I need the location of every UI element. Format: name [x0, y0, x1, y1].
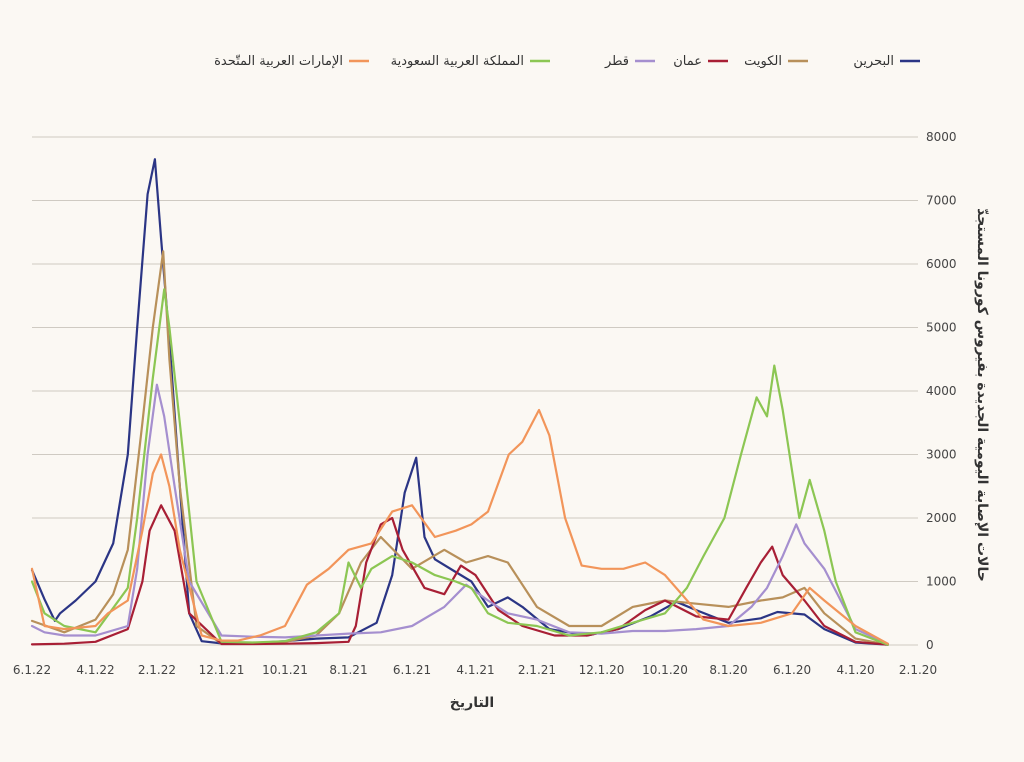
legend: البحرين الكويت عمان قطر المملكة العربية السع…	[214, 54, 920, 69]
y-tick-label: 7000	[926, 194, 957, 208]
legend-item: المملكة العربية السعودية	[391, 54, 550, 69]
legend-item: عمان	[673, 54, 728, 69]
x-tick-label: 2.1.21	[518, 663, 556, 677]
y-tick-label: 5000	[926, 321, 957, 335]
x-tick-label: 6.1.21	[393, 663, 431, 677]
series-line	[30, 158, 889, 646]
y-tick-label: 2000	[926, 511, 957, 525]
legend-item: قطر	[604, 54, 655, 69]
series-line	[30, 250, 889, 646]
y-tick-label: 3000	[926, 448, 957, 462]
series-line	[30, 383, 889, 645]
series-line	[30, 408, 889, 645]
legend-label: البحرين	[853, 54, 894, 69]
x-tick-label: 8.1.20	[709, 663, 747, 677]
series-line	[30, 504, 889, 646]
legend-item: الإمارات العربية المتّحدة	[214, 54, 369, 69]
x-axis-ticks: 2.1.20 4.1.20 6.1.20 8.1.20 10.1.20 12.1.20 2.…	[13, 663, 937, 677]
x-tick-label: 10.1.20	[642, 663, 688, 677]
legend-label: الإمارات العربية المتّحدة	[214, 54, 343, 69]
y-tick-label: 4000	[926, 384, 957, 398]
y-tick-label: 6000	[926, 257, 957, 271]
legend-label: عمان	[673, 54, 702, 69]
y-tick-label: 0	[926, 638, 934, 652]
x-tick-label: 4.1.20	[836, 663, 874, 677]
y-axis-title: حالات الإصابة اليومية الجديدة بفيروس كور…	[974, 208, 990, 582]
y-tick-label: 1000	[926, 575, 957, 589]
y-tick-label: 8000	[926, 130, 957, 144]
legend-label: الكويت	[744, 54, 782, 69]
y-axis-ticks: 0 1000 2000 3000 4000 5000 6000 7000 8000	[926, 130, 957, 652]
legend-label: قطر	[604, 54, 629, 69]
x-tick-label: 2.1.22	[138, 663, 176, 677]
x-tick-label: 4.1.22	[76, 663, 114, 677]
series-lines	[30, 158, 889, 646]
x-tick-label: 12.1.21	[199, 663, 245, 677]
legend-label: المملكة العربية السعودية	[391, 54, 524, 69]
x-axis-title: التاريخ	[450, 695, 494, 711]
series-line	[30, 288, 889, 646]
x-tick-label: 6.1.22	[13, 663, 51, 677]
gridlines	[32, 136, 918, 646]
x-tick-label: 4.1.21	[456, 663, 494, 677]
x-tick-label: 12.1.20	[579, 663, 625, 677]
x-tick-label: 6.1.20	[773, 663, 811, 677]
x-tick-label: 2.1.20	[899, 663, 937, 677]
legend-item: البحرين	[853, 54, 920, 69]
x-tick-label: 8.1.21	[329, 663, 367, 677]
x-tick-label: 10.1.21	[262, 663, 308, 677]
legend-item: الكويت	[744, 54, 808, 69]
